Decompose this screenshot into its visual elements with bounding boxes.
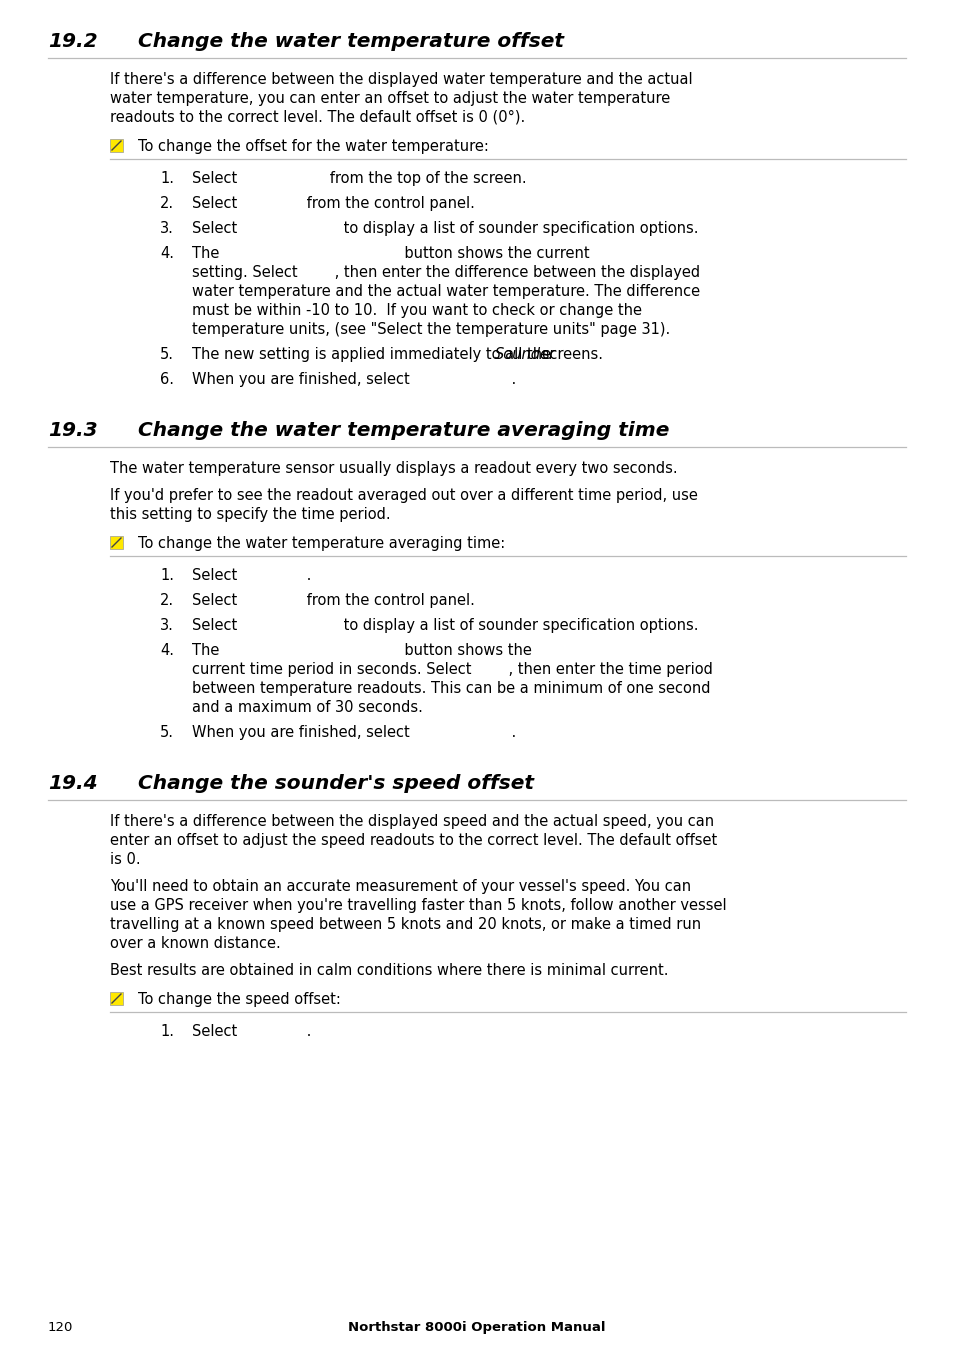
Text: Change the water temperature averaging time: Change the water temperature averaging t… — [138, 421, 669, 440]
FancyBboxPatch shape — [110, 992, 123, 1005]
Text: Select               from the control panel.: Select from the control panel. — [192, 592, 475, 607]
Text: If you'd prefer to see the readout averaged out over a different time period, us: If you'd prefer to see the readout avera… — [110, 488, 698, 503]
Text: Select               .: Select . — [192, 568, 311, 583]
Text: When you are finished, select                      .: When you are finished, select . — [192, 725, 516, 740]
Text: If there's a difference between the displayed speed and the actual speed, you ca: If there's a difference between the disp… — [110, 814, 714, 829]
Text: screens.: screens. — [537, 347, 602, 362]
Text: Select                       to display a list of sounder specification options.: Select to display a list of sounder spec… — [192, 618, 698, 633]
Text: Select               from the control panel.: Select from the control panel. — [192, 196, 475, 211]
Text: between temperature readouts. This can be a minimum of one second: between temperature readouts. This can b… — [192, 681, 710, 696]
Text: 5.: 5. — [160, 725, 173, 740]
Text: 120: 120 — [48, 1321, 73, 1333]
Text: Select                       to display a list of sounder specification options.: Select to display a list of sounder spec… — [192, 221, 698, 236]
Text: 4.: 4. — [160, 247, 173, 262]
Text: Northstar 8000i Operation Manual: Northstar 8000i Operation Manual — [348, 1321, 605, 1333]
Text: When you are finished, select                      .: When you are finished, select . — [192, 372, 516, 387]
Text: 3.: 3. — [160, 618, 173, 633]
Text: use a GPS receiver when you're travelling faster than 5 knots, follow another ve: use a GPS receiver when you're travellin… — [110, 898, 726, 913]
Text: 19.2: 19.2 — [48, 31, 97, 50]
Text: over a known distance.: over a known distance. — [110, 936, 280, 951]
Text: 2.: 2. — [160, 592, 174, 607]
Text: To change the speed offset:: To change the speed offset: — [138, 992, 340, 1007]
Text: 6.: 6. — [160, 372, 173, 387]
Text: 2.: 2. — [160, 196, 174, 211]
Text: The new setting is applied immediately to all the: The new setting is applied immediately t… — [192, 347, 556, 362]
Text: Change the water temperature offset: Change the water temperature offset — [138, 31, 563, 50]
Text: The                                        button shows the: The button shows the — [192, 643, 532, 658]
Text: You'll need to obtain an accurate measurement of your vessel's speed. You can: You'll need to obtain an accurate measur… — [110, 878, 690, 893]
Text: 3.: 3. — [160, 221, 173, 236]
Text: To change the offset for the water temperature:: To change the offset for the water tempe… — [138, 139, 488, 154]
Text: is 0.: is 0. — [110, 853, 140, 868]
Text: travelling at a known speed between 5 knots and 20 knots, or make a timed run: travelling at a known speed between 5 kn… — [110, 917, 700, 932]
Text: temperature units, (see "Select the temperature units" page 31).: temperature units, (see "Select the temp… — [192, 321, 670, 336]
Text: If there's a difference between the displayed water temperature and the actual: If there's a difference between the disp… — [110, 72, 692, 87]
FancyBboxPatch shape — [110, 139, 123, 153]
Text: readouts to the correct level. The default offset is 0 (0°).: readouts to the correct level. The defau… — [110, 110, 525, 125]
Text: Best results are obtained in calm conditions where there is minimal current.: Best results are obtained in calm condit… — [110, 963, 668, 978]
Text: and a maximum of 30 seconds.: and a maximum of 30 seconds. — [192, 700, 422, 715]
Text: water temperature, you can enter an offset to adjust the water temperature: water temperature, you can enter an offs… — [110, 91, 670, 106]
Text: Change the sounder's speed offset: Change the sounder's speed offset — [138, 774, 534, 793]
Text: To change the water temperature averaging time:: To change the water temperature averagin… — [138, 537, 505, 552]
Text: current time period in seconds. Select        , then enter the time period: current time period in seconds. Select ,… — [192, 662, 712, 677]
Text: must be within -10 to 10.  If you want to check or change the: must be within -10 to 10. If you want to… — [192, 302, 641, 317]
Text: 19.3: 19.3 — [48, 421, 97, 440]
Text: 5.: 5. — [160, 347, 173, 362]
FancyBboxPatch shape — [110, 537, 123, 549]
Text: Sounder: Sounder — [494, 347, 555, 362]
Text: water temperature and the actual water temperature. The difference: water temperature and the actual water t… — [192, 285, 700, 300]
Text: 4.: 4. — [160, 643, 173, 658]
Text: this setting to specify the time period.: this setting to specify the time period. — [110, 507, 390, 522]
Text: setting. Select        , then enter the difference between the displayed: setting. Select , then enter the differe… — [192, 266, 700, 281]
Text: 1.: 1. — [160, 1024, 173, 1039]
Text: 19.4: 19.4 — [48, 774, 97, 793]
Text: 1.: 1. — [160, 568, 173, 583]
Text: The                                        button shows the current: The button shows the current — [192, 247, 589, 262]
Text: enter an offset to adjust the speed readouts to the correct level. The default o: enter an offset to adjust the speed read… — [110, 834, 717, 849]
Text: Select               .: Select . — [192, 1024, 311, 1039]
Text: 1.: 1. — [160, 172, 173, 187]
Text: Select                    from the top of the screen.: Select from the top of the screen. — [192, 172, 526, 187]
Text: The water temperature sensor usually displays a readout every two seconds.: The water temperature sensor usually dis… — [110, 460, 677, 475]
